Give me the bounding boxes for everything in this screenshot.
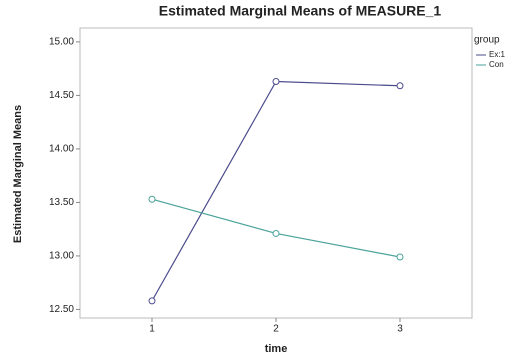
legend-label: Ex:1 bbox=[489, 50, 506, 59]
point bbox=[273, 230, 279, 236]
line bbox=[152, 199, 400, 257]
point bbox=[273, 79, 279, 85]
point bbox=[149, 298, 155, 304]
x-tick-label: 1 bbox=[149, 324, 155, 335]
y-tick-label: 12.50 bbox=[49, 304, 74, 315]
chart-title: Estimated Marginal Means of MEASURE_1 bbox=[159, 3, 442, 19]
x-tick-label: 2 bbox=[273, 324, 279, 335]
y-axis-label: Estimated Marginal Means bbox=[12, 105, 24, 243]
x-axis-label: time bbox=[265, 343, 288, 355]
point bbox=[149, 196, 155, 202]
y-tick-label: 14.00 bbox=[49, 144, 74, 155]
plot-frame bbox=[80, 28, 472, 318]
y-tick-label: 15.00 bbox=[49, 37, 74, 48]
chart: Estimated Marginal Means of MEASURE_1 ti… bbox=[0, 0, 520, 356]
line bbox=[152, 82, 400, 301]
legend-title: group bbox=[474, 35, 500, 46]
x-tick-label: 3 bbox=[397, 324, 403, 335]
legend-label: Con bbox=[489, 60, 504, 69]
point bbox=[397, 83, 403, 89]
y-tick-label: 14.50 bbox=[49, 90, 74, 101]
y-tick-label: 13.00 bbox=[49, 251, 74, 262]
y-tick-label: 13.50 bbox=[49, 197, 74, 208]
point bbox=[397, 254, 403, 260]
